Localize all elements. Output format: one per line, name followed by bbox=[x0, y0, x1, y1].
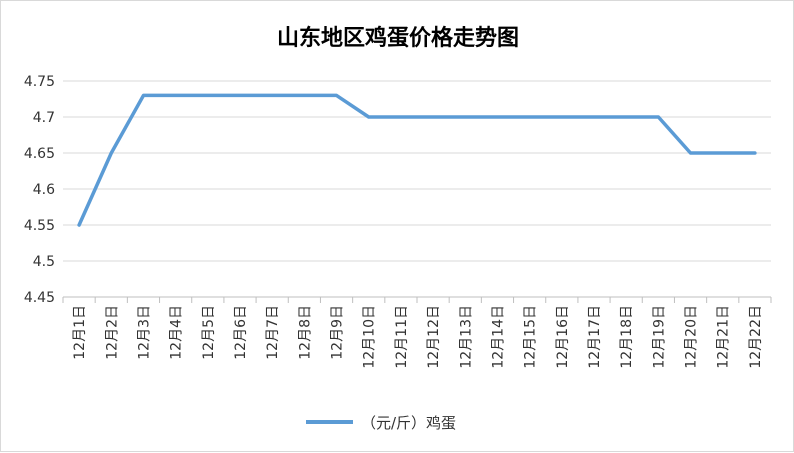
x-tick-label: 12月9日 bbox=[330, 305, 346, 360]
series-line[interactable] bbox=[77, 93, 757, 227]
x-tick-label: 12月18日 bbox=[619, 305, 635, 369]
x-axis bbox=[62, 296, 772, 303]
x-tick-label: 12月15日 bbox=[523, 305, 539, 369]
x-tick-label: 12月13日 bbox=[458, 305, 474, 369]
x-tick-label: 12月6日 bbox=[233, 305, 249, 360]
x-tick-label: 12月5日 bbox=[201, 305, 217, 360]
x-tick-label: 12月20日 bbox=[684, 305, 700, 369]
y-axis-ticks: 4.45 4.5 4.55 4.6 4.65 4.7 4.75 bbox=[24, 74, 55, 306]
legend-label: （元/斤）鸡蛋 bbox=[361, 414, 456, 432]
x-tick-label: 12月1日 bbox=[72, 305, 88, 360]
x-axis-ticks: 12月1日 12月2日 12月3日 12月4日 12月5日 12月6日 12月7日 12月8日… bbox=[72, 305, 764, 369]
x-tick-label: 12月22日 bbox=[748, 305, 764, 369]
x-tick-label: 12月7日 bbox=[265, 305, 281, 360]
y-tick-label: 4.7 bbox=[33, 110, 55, 126]
x-tick-label: 12月14日 bbox=[490, 305, 506, 369]
x-tick-label: 12月16日 bbox=[555, 305, 571, 369]
x-tick-label: 12月19日 bbox=[651, 305, 667, 369]
x-tick-label: 12月4日 bbox=[169, 305, 185, 360]
y-tick-label: 4.75 bbox=[24, 74, 55, 90]
series-layer bbox=[77, 93, 757, 227]
x-tick-label: 12月17日 bbox=[587, 305, 603, 369]
y-tick-label: 4.65 bbox=[24, 146, 55, 162]
chart-title: 山东地区鸡蛋价格走势图 bbox=[277, 25, 519, 51]
y-tick-label: 4.55 bbox=[24, 218, 55, 234]
x-tick-label: 12月3日 bbox=[136, 305, 152, 360]
x-tick-label: 12月8日 bbox=[297, 305, 313, 360]
y-tick-label: 4.6 bbox=[33, 182, 55, 198]
legend[interactable]: （元/斤）鸡蛋 bbox=[306, 414, 456, 432]
x-tick-label: 12月10日 bbox=[362, 305, 378, 369]
x-tick-label: 12月12日 bbox=[426, 305, 442, 369]
x-tick-label: 12月21日 bbox=[716, 305, 732, 369]
y-tick-label: 4.45 bbox=[24, 290, 55, 306]
x-tick-label: 12月2日 bbox=[104, 305, 120, 360]
y-tick-label: 4.5 bbox=[33, 254, 55, 270]
gridlines bbox=[63, 80, 771, 298]
x-tick-label: 12月11日 bbox=[394, 305, 410, 369]
